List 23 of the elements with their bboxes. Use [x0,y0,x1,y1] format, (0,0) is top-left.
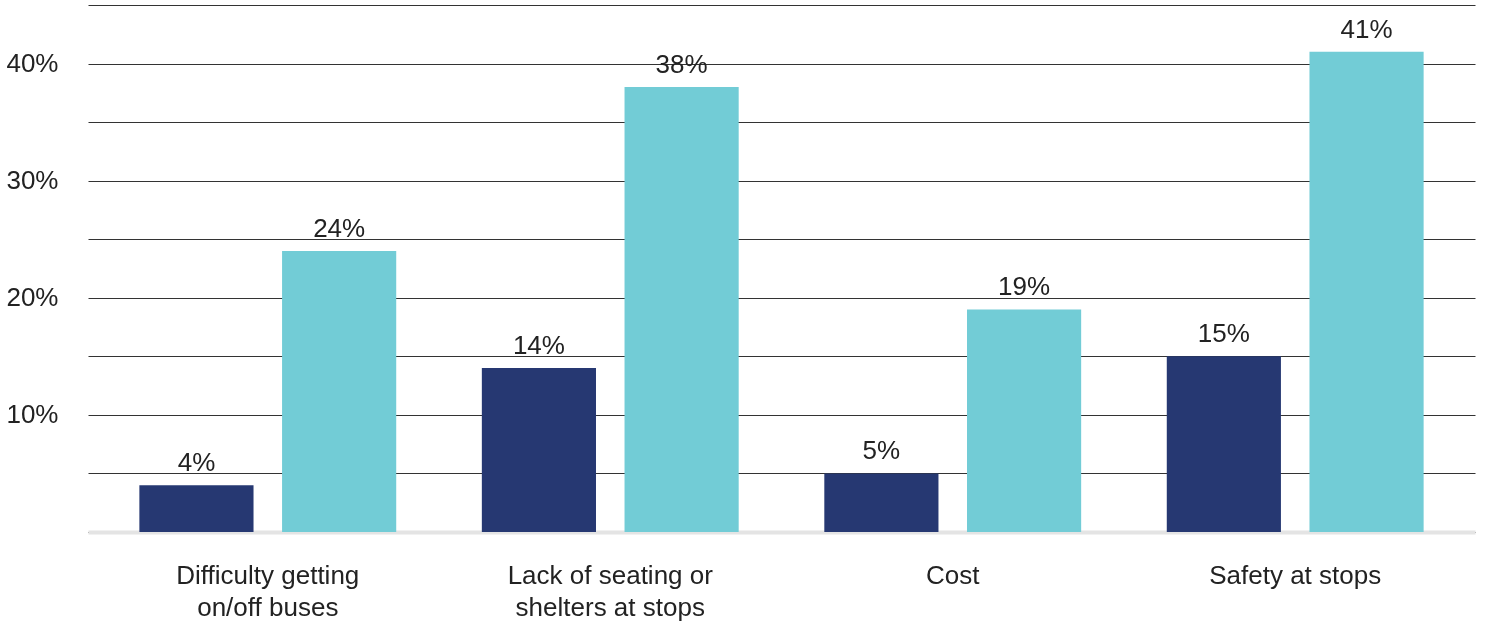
x-tick-label: Lack of seating or shelters at stops [507,559,714,622]
bar [1309,51,1424,532]
data-label: 4% [177,447,216,478]
data-label: 19% [998,271,1051,302]
y-tick-label: 30% [6,165,59,196]
y-tick-label: 20% [6,282,59,313]
bar [481,368,596,532]
x-tick-label: Safety at stops [1209,559,1382,590]
bar [139,485,254,532]
data-label: 24% [313,212,366,243]
data-label: 41% [1340,13,1393,44]
bar [624,86,739,532]
y-tick-label: 10% [6,399,59,430]
bar [824,473,939,532]
data-label: 14% [512,330,565,361]
bar [1166,356,1281,532]
data-label: 5% [862,435,901,466]
data-label: 15% [1197,318,1250,349]
x-tick-label: Cost [926,559,981,590]
x-tick-label: Difficulty getting on/off buses [176,559,360,622]
bar [967,309,1082,532]
bar [282,250,397,532]
y-tick-label: 40% [6,48,59,79]
